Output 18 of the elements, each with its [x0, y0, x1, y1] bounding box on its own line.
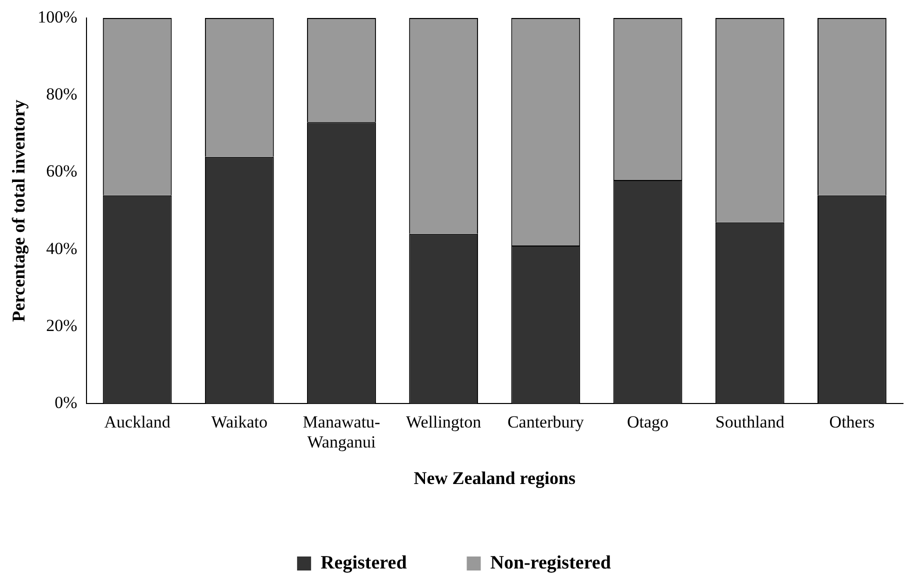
y-axis-title: Percentage of total inventory [8, 100, 28, 322]
x-tick-label: Others [829, 412, 875, 432]
y-tick-label: 100% [38, 7, 78, 26]
x-tick-label: Canterbury [507, 412, 584, 432]
x-tick-label: Waikato [211, 412, 268, 432]
y-tick-label: 60% [46, 162, 78, 181]
x-tick-label: Southland [715, 412, 785, 432]
y-tick-label: 0% [54, 393, 78, 412]
y-tick-label: 80% [46, 84, 78, 104]
x-tick-label: Wellington [406, 412, 482, 432]
y-tick-label: 40% [46, 238, 78, 258]
x-tick-label: Otago [626, 412, 669, 432]
x-axis-title: New Zealand regions [414, 468, 576, 488]
y-tick-label: 20% [46, 316, 78, 335]
x-tick-label: Manawatu-Wanganui [302, 412, 381, 452]
legend-label: Registered [320, 552, 408, 574]
legend-label: Non-registered [490, 552, 612, 574]
x-tick-label: Auckland [104, 412, 171, 432]
